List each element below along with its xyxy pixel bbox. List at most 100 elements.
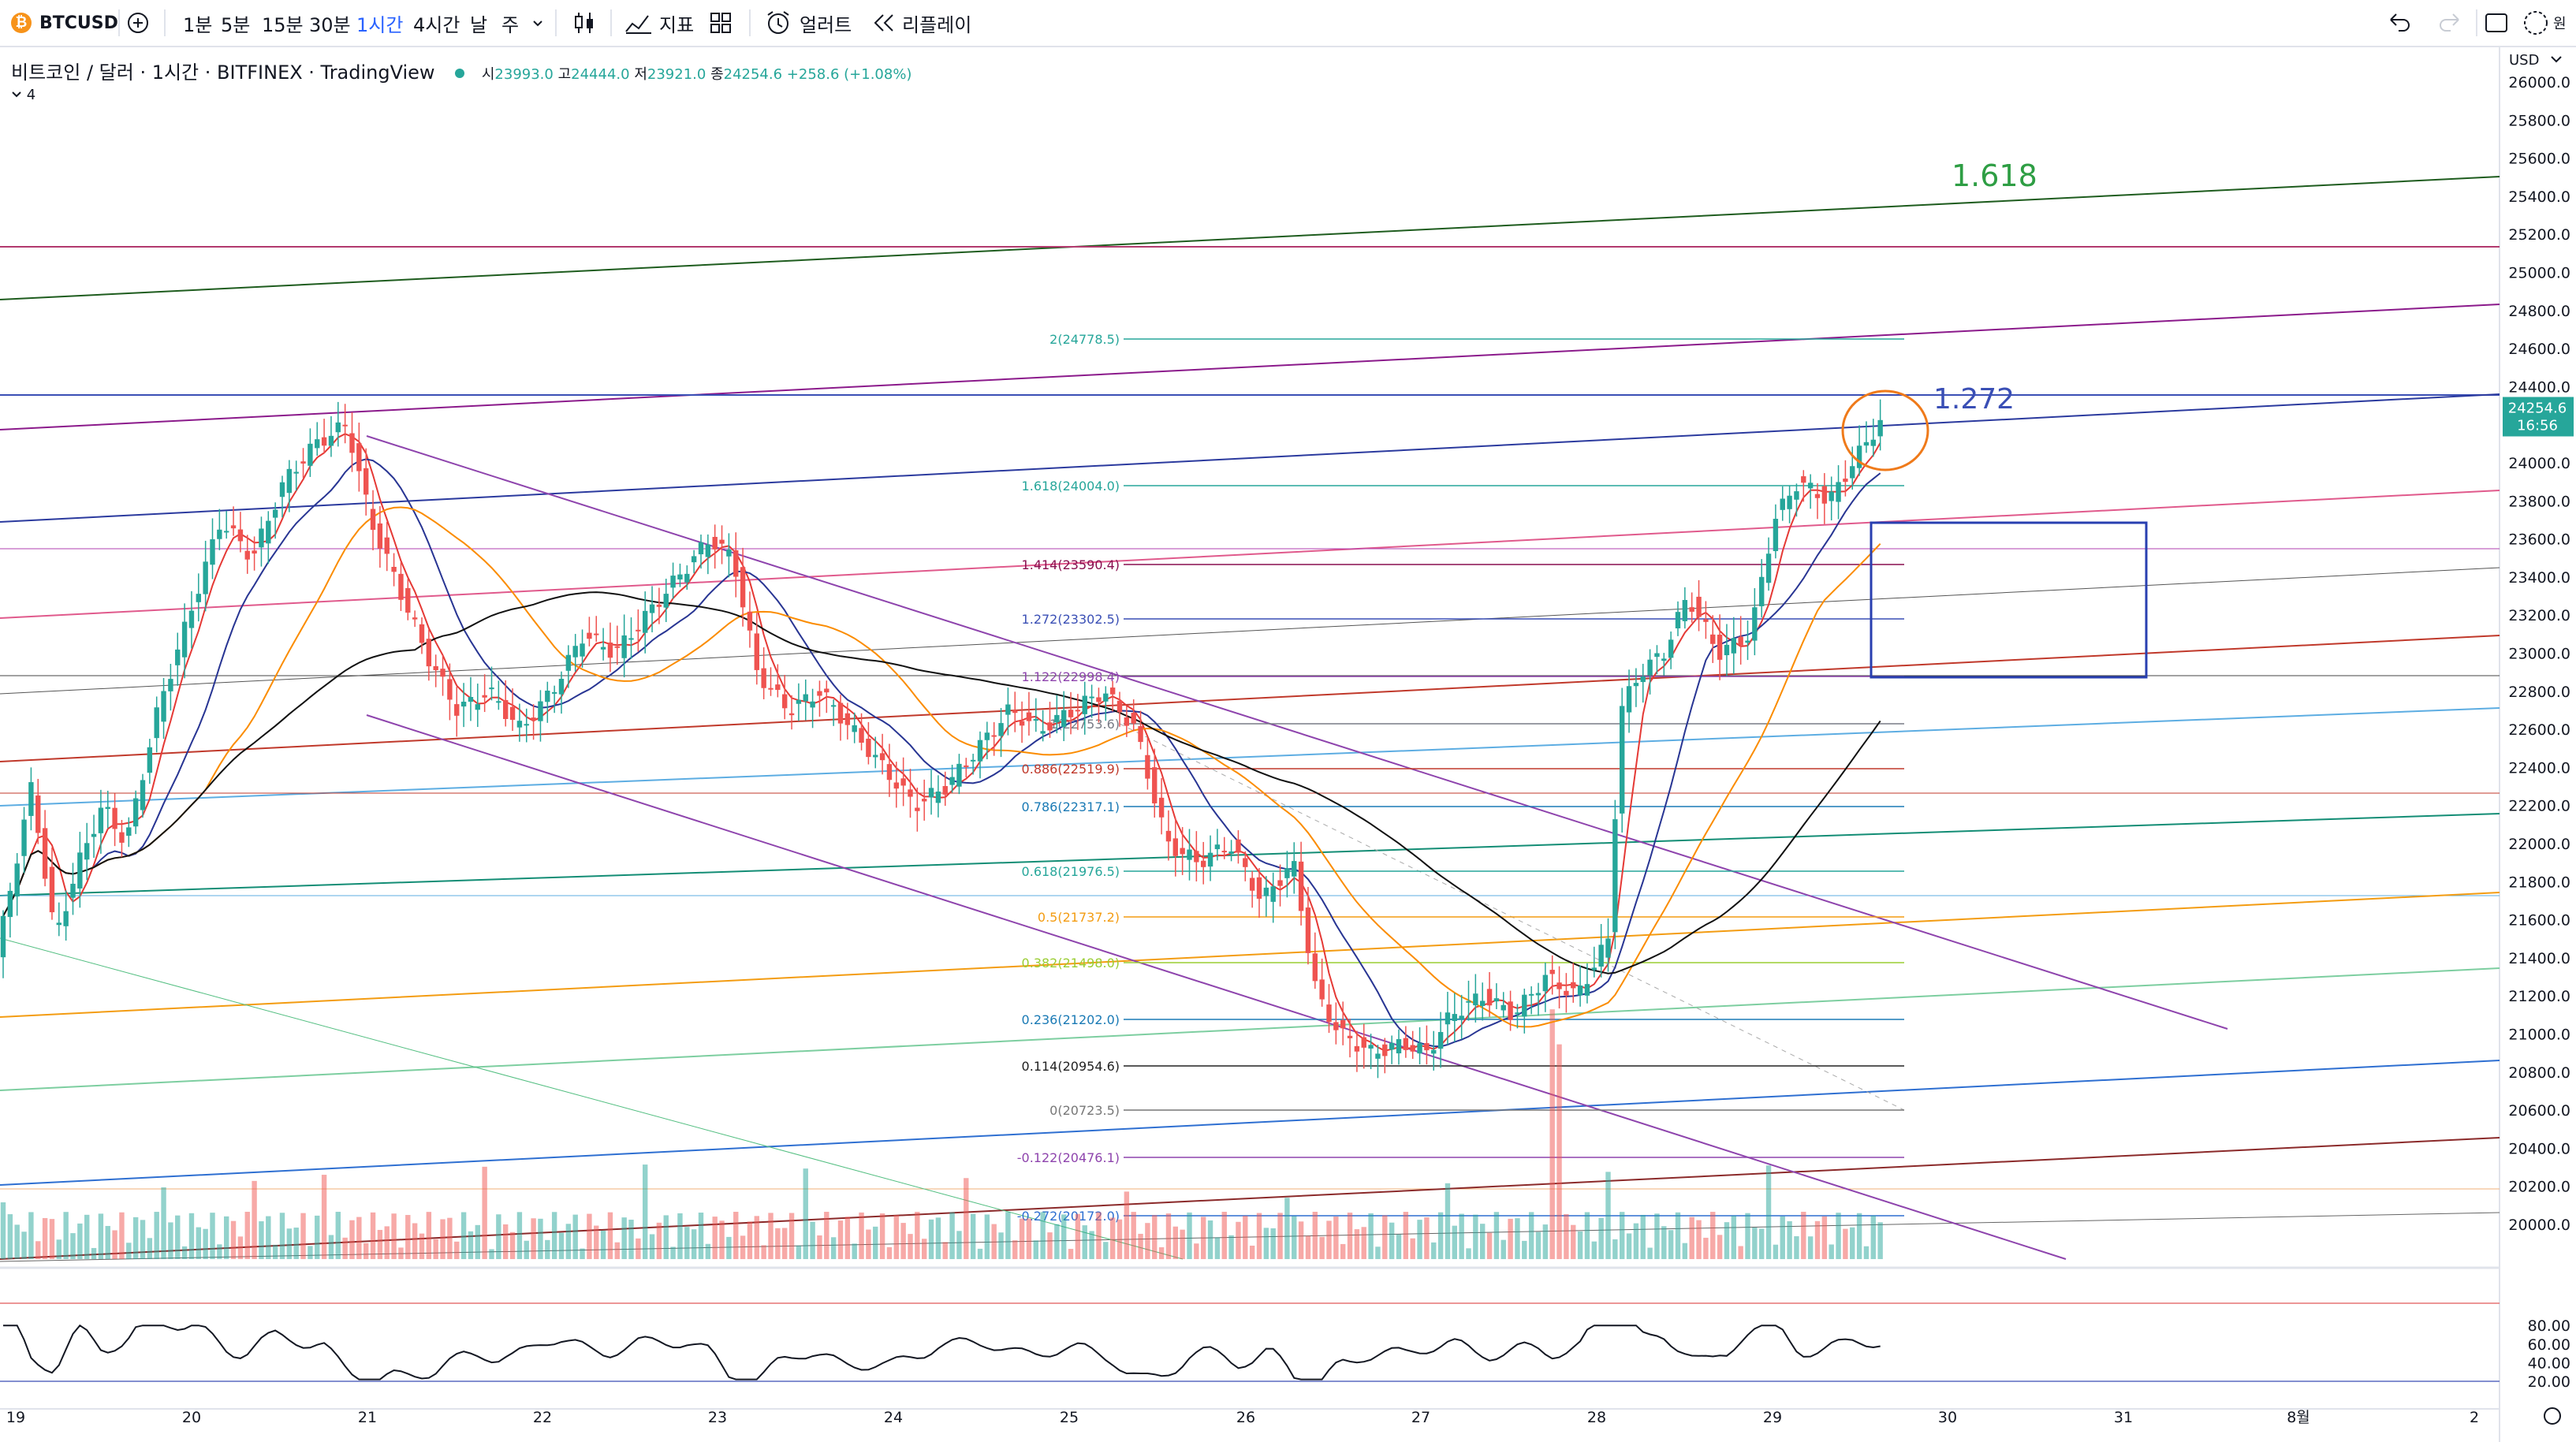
- candle-body: [1535, 993, 1541, 996]
- volume-bar: [1305, 1235, 1311, 1259]
- volume-bar: [1187, 1212, 1192, 1259]
- last-price-label: 24254.6: [2508, 401, 2567, 417]
- volume-bar: [384, 1226, 390, 1259]
- volume-bar: [1591, 1241, 1597, 1259]
- volume-bar: [349, 1220, 355, 1259]
- alert-button[interactable]: 얼러트: [765, 0, 852, 46]
- candle-body: [1787, 495, 1792, 509]
- fib-level-label: 0.382(21498.0): [1022, 956, 1120, 971]
- volume-bar: [600, 1230, 606, 1259]
- candle-body: [1647, 659, 1653, 676]
- rsi-tick-label: 80.00: [2528, 1317, 2570, 1335]
- volume-bar: [788, 1213, 795, 1259]
- series-legend: 비트코인 / 달러 · 1시간 · BITFINEX · TradingView…: [11, 61, 912, 84]
- volume-bar: [1661, 1226, 1667, 1259]
- volume-bar: [663, 1215, 669, 1259]
- grid-icon: [710, 13, 731, 33]
- volume-bar: [272, 1244, 278, 1259]
- volume-bar: [468, 1231, 474, 1259]
- volume-bar: [286, 1228, 293, 1259]
- volume-bar: [830, 1237, 837, 1259]
- interval-dropdown[interactable]: [531, 0, 544, 46]
- interval-1h[interactable]: 1시간: [356, 13, 404, 36]
- volume-bar: [712, 1217, 718, 1259]
- candle-body: [663, 594, 669, 608]
- volume-bar: [84, 1214, 90, 1259]
- volume-bar: [42, 1217, 48, 1259]
- indicators-collapse[interactable]: 4: [11, 87, 35, 103]
- price-axis[interactable]: USD 26000.0 25800.0 25600.0 25400.0 25200.0 25…: [2503, 52, 2574, 1425]
- volume-bar: [315, 1215, 320, 1259]
- candle-body: [964, 765, 969, 767]
- add-symbol-button[interactable]: [126, 0, 150, 46]
- time-axis[interactable]: 19 20 21 22 23 24 25 26 27 28 29 30 31 8월 2: [6, 1409, 2479, 1426]
- volume-bar: [363, 1243, 369, 1259]
- time-tick-label: 21: [358, 1409, 377, 1426]
- indicators-button[interactable]: 지표: [624, 0, 694, 46]
- interval-15m[interactable]: 15분: [262, 13, 304, 36]
- fullscreen-button[interactable]: [2484, 0, 2509, 46]
- volume-bar: [1375, 1246, 1381, 1259]
- interval-week[interactable]: 주: [501, 13, 520, 36]
- alarm-clock-icon: [767, 11, 789, 34]
- volume-bar: [1535, 1231, 1541, 1259]
- candle-body: [300, 461, 306, 464]
- time-tick-label: 31: [2114, 1409, 2133, 1426]
- screenshot-button[interactable]: 원: [2520, 0, 2567, 46]
- candle-body: [628, 638, 634, 640]
- candle-body: [98, 807, 104, 833]
- interval-30m[interactable]: 30분: [309, 13, 351, 36]
- candle-body: [1605, 938, 1611, 958]
- volume-bar: [614, 1242, 620, 1259]
- candle-body: [545, 691, 550, 702]
- candle-body: [154, 707, 159, 739]
- candle-body: [398, 573, 404, 600]
- price-tick-label: 20200.0: [2508, 1179, 2570, 1196]
- price-chart[interactable]: 2(24778.5) 1.618(24004.0) 1.414(23590.4) 1.…: [0, 47, 2576, 1442]
- level-label-1618: 1.618: [1952, 158, 2037, 193]
- replay-button[interactable]: 리플레이: [872, 0, 971, 46]
- symbol-search[interactable]: ₿ BTCUSD: [11, 0, 118, 46]
- candle-body: [1654, 653, 1660, 658]
- undo-button[interactable]: [2388, 0, 2411, 46]
- layouts-button[interactable]: [710, 0, 732, 46]
- volume-bar: [447, 1217, 453, 1259]
- redo-button[interactable]: [2438, 0, 2462, 46]
- visibility-dot-icon[interactable]: [455, 69, 465, 78]
- volume-bar: [1508, 1218, 1513, 1259]
- time-tick-label: 26: [1236, 1409, 1255, 1426]
- rsi-tick-label: 20.00: [2528, 1373, 2570, 1391]
- candle-body: [1298, 861, 1304, 911]
- chart-type-button[interactable]: [571, 0, 598, 46]
- interval-day[interactable]: 날: [470, 13, 488, 36]
- candle-body: [893, 782, 899, 789]
- candle-body: [1640, 676, 1646, 683]
- interval-4h[interactable]: 4시간: [413, 13, 460, 36]
- volume-bar: [1682, 1243, 1688, 1259]
- candle-body: [342, 424, 348, 427]
- volume-bar: [810, 1221, 815, 1259]
- candle-body: [384, 537, 390, 554]
- volume-bar: [1131, 1212, 1136, 1259]
- volume-bar: [482, 1166, 487, 1259]
- candle-body: [1500, 1004, 1506, 1011]
- fib-level-label: 0.886(22519.9): [1022, 762, 1120, 777]
- candle-body: [1633, 683, 1639, 687]
- candle-body: [866, 738, 871, 758]
- candle-body: [656, 604, 662, 607]
- candle-body: [1424, 1043, 1430, 1051]
- interval-5m[interactable]: 5분: [221, 13, 251, 36]
- volume-bar: [1214, 1237, 1221, 1259]
- interval-1m[interactable]: 1분: [183, 13, 213, 36]
- candle-body: [1612, 819, 1618, 933]
- candle-body: [119, 832, 125, 843]
- candle-body: [1584, 984, 1590, 996]
- candle-body: [677, 574, 683, 579]
- volume-bar: [1612, 1239, 1618, 1259]
- volume-bar: [342, 1237, 348, 1259]
- volume-bar: [796, 1245, 802, 1259]
- candle-body: [928, 788, 934, 798]
- volume-bar: [545, 1239, 550, 1259]
- legend-change: +258.6 (+1.08%): [786, 66, 912, 83]
- candle-body: [587, 632, 592, 639]
